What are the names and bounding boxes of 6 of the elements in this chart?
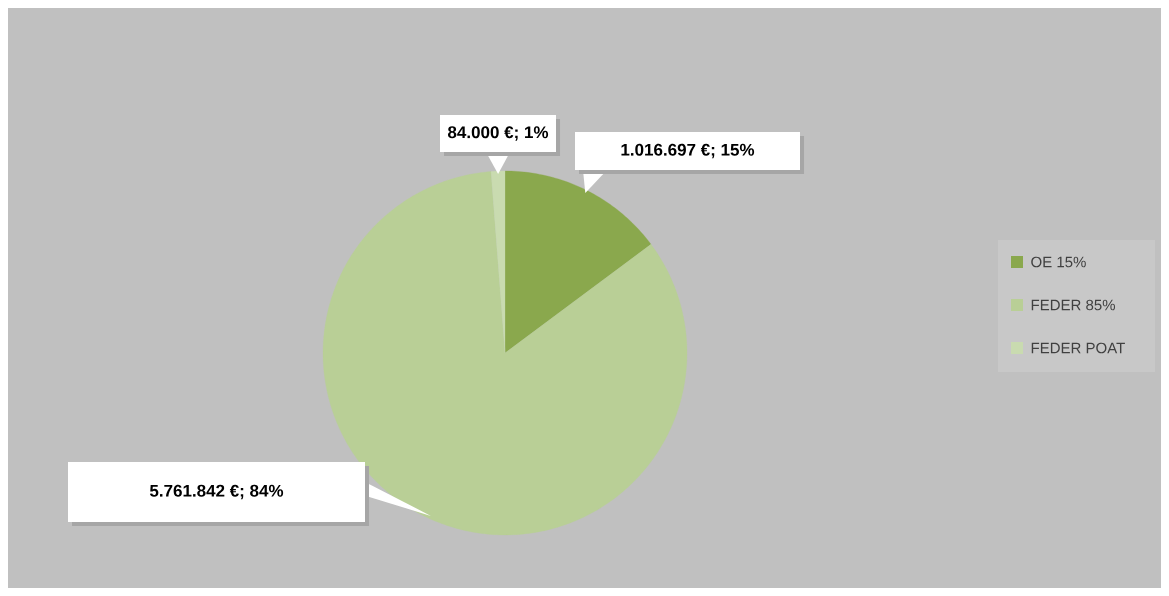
- legend-label: OE 15%: [1031, 256, 1086, 268]
- legend-label: FEDER POAT: [1031, 342, 1125, 354]
- data-label: 5.761.842 €; 84%: [149, 484, 284, 500]
- legend-label: FEDER 85%: [1031, 299, 1115, 311]
- data-label: 1.016.697 €; 15%: [621, 143, 755, 159]
- data-label: 84.000 €; 1%: [447, 126, 549, 141]
